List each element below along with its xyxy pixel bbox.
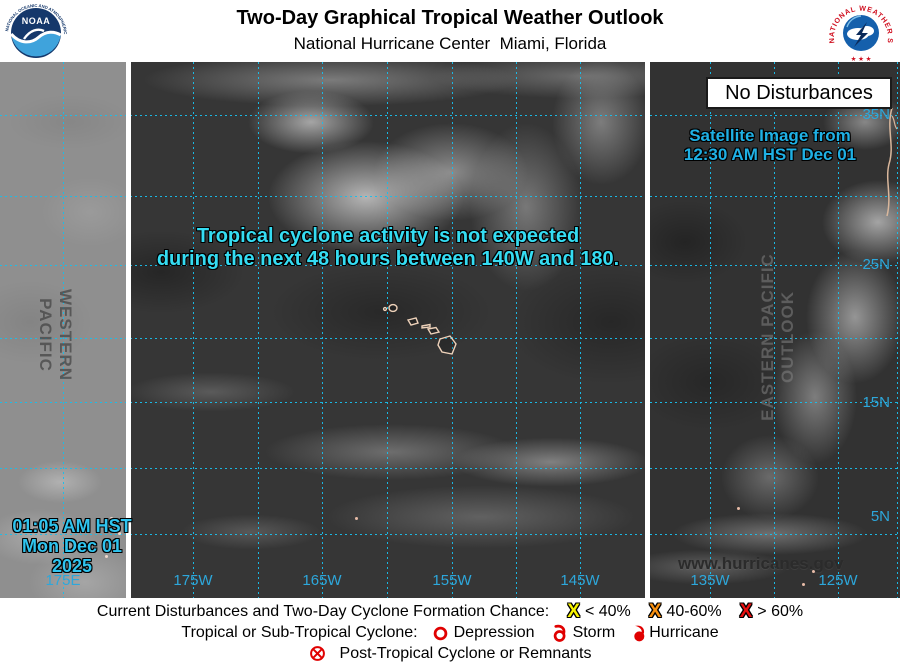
longitude-gridline-145w bbox=[580, 62, 581, 598]
longitude-gridline-130w bbox=[774, 62, 775, 598]
post-tropical-row: Post-Tropical Cyclone or Remnants bbox=[0, 643, 900, 664]
island-dot bbox=[110, 517, 113, 520]
latitude-label-15n: 15N bbox=[862, 394, 890, 411]
post-tropical-label: Post-Tropical Cyclone or Remnants bbox=[339, 644, 592, 662]
cyclone-type-label: Tropical or Sub-Tropical Cyclone: bbox=[181, 623, 418, 641]
outlook-message: Tropical cyclone activity is not expecte… bbox=[131, 225, 645, 271]
island-dot bbox=[737, 507, 740, 510]
header: NATIONAL OCEANIC AND ATMOSPHERIC ADMINIS… bbox=[0, 0, 900, 66]
hurricane-label: Hurricane bbox=[649, 623, 719, 641]
latitude-gridline-5n bbox=[0, 534, 900, 535]
longitude-label-155w: 155W bbox=[432, 572, 472, 589]
depression-label: Depression bbox=[453, 623, 535, 641]
dateline-divider bbox=[126, 62, 131, 598]
satellite-caption-line2: 12:30 AM HST Dec 01 bbox=[683, 145, 857, 164]
longitude-gridline-165w bbox=[322, 62, 323, 598]
longitude-label-135w: 135W bbox=[690, 572, 730, 589]
island-dot bbox=[105, 555, 108, 558]
issue-timestamp-line1: 01:05 AM HST bbox=[12, 516, 132, 536]
longitude-gridline-135w bbox=[710, 62, 711, 598]
latitude-gridline-10n bbox=[0, 468, 900, 469]
noaa-logo: NATIONAL OCEANIC AND ATMOSPHERIC ADMINIS… bbox=[4, 1, 68, 64]
longitude-label-125w: 125W bbox=[818, 572, 858, 589]
longitude-gridline-120w bbox=[897, 62, 898, 598]
latitude-gridline-15n bbox=[0, 402, 900, 403]
high-chance-x-icon: X bbox=[739, 600, 753, 622]
island-dot bbox=[802, 583, 805, 586]
satellite-map: No Disturbances Satellite Image from 12:… bbox=[0, 62, 900, 598]
longitude-label-165w: 165W bbox=[302, 572, 342, 589]
page-title: Two-Day Graphical Tropical Weather Outlo… bbox=[236, 7, 664, 29]
storm-icon bbox=[553, 624, 566, 642]
region-label-western-pacific: WESTERN PACIFIC bbox=[36, 289, 75, 381]
legend: Current Disturbances and Two-Day Cyclone… bbox=[0, 598, 900, 665]
issue-timestamp: 01:05 AM HST Mon Dec 01 2025 bbox=[2, 516, 142, 576]
longitude-gridline-175e bbox=[63, 62, 64, 598]
chance-item-low: X < 40% bbox=[567, 600, 631, 622]
status-box: No Disturbances bbox=[706, 77, 892, 109]
low-chance-x-icon: X bbox=[567, 600, 580, 622]
post-tropical-icon bbox=[309, 646, 325, 661]
satellite-caption: Satellite Image from 12:30 AM HST Dec 01 bbox=[655, 126, 885, 164]
hurricane-icon bbox=[634, 625, 645, 641]
longitude-label-175w: 175W bbox=[173, 572, 213, 589]
longitude-gridline-160w bbox=[387, 62, 388, 598]
storm-item: Storm bbox=[551, 623, 616, 643]
issue-timestamp-line2: Mon Dec 01 2025 bbox=[21, 536, 123, 576]
chance-item-medium: X 40-60% bbox=[648, 600, 722, 622]
formation-chance-row: Current Disturbances and Two-Day Cyclone… bbox=[0, 601, 900, 622]
island-dot bbox=[355, 517, 358, 520]
depression-icon bbox=[433, 626, 447, 640]
latitude-gridline-35n bbox=[0, 115, 900, 116]
nws-logo: NATIONAL WEATHER SERVICE ★ ★ ★ bbox=[827, 1, 894, 66]
island-dot bbox=[118, 532, 121, 535]
outlook-message-line1: Tropical cyclone activity is not expecte… bbox=[196, 225, 580, 247]
longitude-label-145w: 145W bbox=[560, 572, 600, 589]
outlook-area-divider bbox=[645, 62, 650, 598]
latitude-gridline-20n bbox=[0, 338, 900, 339]
website-watermark: www.hurricanes.gov bbox=[678, 554, 844, 573]
medium-chance-x-icon: X bbox=[648, 600, 662, 622]
high-chance-label: > 60% bbox=[757, 602, 804, 620]
eastern-pacific-panel bbox=[650, 62, 900, 598]
chance-item-high: X > 60% bbox=[739, 600, 804, 622]
island-dot bbox=[812, 570, 815, 573]
latitude-label-35n: 35N bbox=[862, 106, 890, 123]
latitude-gridline-25n bbox=[0, 265, 900, 266]
satellite-caption-line1: Satellite Image from bbox=[689, 126, 851, 145]
depression-item: Depression bbox=[432, 624, 535, 642]
region-label-eastern-pacific-outlook: EASTERN PACIFIC OUTLOOK bbox=[758, 253, 797, 421]
medium-chance-label: 40-60% bbox=[666, 602, 722, 620]
longitude-label-175e: 175E bbox=[45, 572, 81, 589]
longitude-gridline-150w bbox=[516, 62, 517, 598]
coastline bbox=[886, 107, 898, 217]
nws-stars: ★ ★ ★ bbox=[851, 56, 872, 63]
outlook-message-line2: during the next 48 hours between 140W an… bbox=[156, 248, 620, 270]
longitude-gridline-170w bbox=[258, 62, 259, 598]
latitude-label-25n: 25N bbox=[862, 256, 890, 273]
latitude-gridline-30n bbox=[0, 196, 900, 197]
low-chance-label: < 40% bbox=[584, 602, 631, 620]
central-pacific-panel bbox=[131, 62, 645, 598]
longitude-gridline-125w bbox=[838, 62, 839, 598]
hawaii-islands bbox=[382, 303, 457, 355]
noaa-wordmark: NOAA bbox=[22, 16, 51, 26]
storm-label: Storm bbox=[572, 623, 616, 641]
longitude-gridline-155w bbox=[452, 62, 453, 598]
hurricane-item: Hurricane bbox=[631, 623, 719, 643]
longitude-gridline-175w bbox=[193, 62, 194, 598]
cyclone-type-row: Tropical or Sub-Tropical Cyclone: Depres… bbox=[0, 622, 900, 643]
latitude-label-5n: 5N bbox=[870, 508, 890, 525]
formation-chance-label: Current Disturbances and Two-Day Cyclone… bbox=[96, 602, 550, 620]
page-subtitle: National Hurricane Center Miami, Florida bbox=[293, 34, 607, 53]
